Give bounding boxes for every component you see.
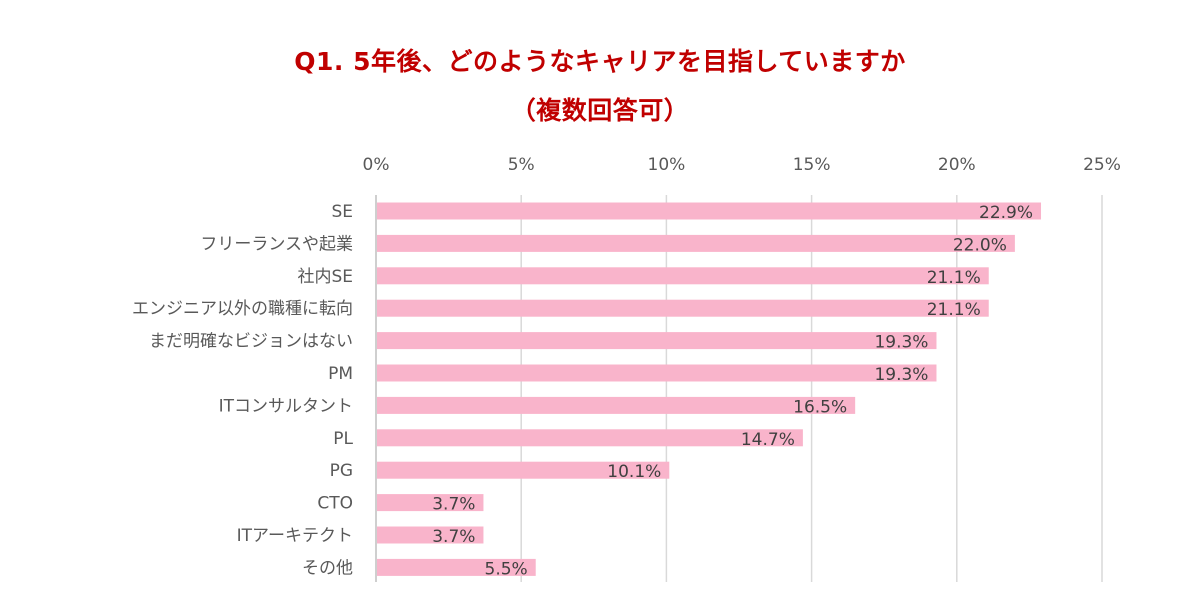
bar (377, 558, 536, 576)
data-label: 10.1% (607, 462, 661, 482)
x-tick-label: 10% (648, 155, 686, 175)
data-label: 21.1% (927, 268, 981, 288)
bars (377, 202, 1042, 576)
bar (377, 494, 484, 512)
category-label: SE (331, 202, 353, 222)
category-label: CTO (317, 494, 353, 514)
x-tick-label: 20% (938, 155, 976, 175)
bar (377, 299, 989, 317)
category-label: まだ明確なビジョンはない (149, 332, 353, 352)
gridlines (375, 195, 1103, 582)
data-label: 14.7% (741, 430, 795, 450)
chart-title: Q1. 5年後、どのようなキャリアを目指していますか (294, 47, 906, 76)
category-label: PG (330, 461, 353, 481)
category-label: ITアーキテクト (237, 526, 353, 546)
data-label: 19.3% (874, 333, 928, 353)
x-tick-label: 25% (1083, 155, 1121, 175)
data-label: 3.7% (432, 527, 475, 547)
data-label: 5.5% (485, 559, 528, 579)
category-label: フリーランスや起業 (200, 234, 353, 254)
bar (377, 526, 484, 544)
category-label: PL (333, 429, 353, 449)
data-label: 3.7% (432, 495, 475, 515)
category-label: ITコンサルタント (219, 396, 353, 416)
bar (377, 234, 1015, 252)
x-axis-ticks: 0% 5% 10% 15% 20% 25% (363, 155, 1121, 175)
data-label: 19.3% (874, 365, 928, 385)
data-label: 22.9% (979, 203, 1033, 223)
chart-subtitle: （複数回答可） (510, 96, 690, 125)
category-label: その他 (302, 558, 353, 578)
bar (377, 267, 989, 285)
bar (377, 429, 803, 447)
bar (377, 461, 670, 479)
x-tick-label: 0% (363, 155, 390, 175)
x-tick-label: 15% (793, 155, 831, 175)
data-label: 16.5% (793, 397, 847, 417)
x-tick-label: 5% (508, 155, 535, 175)
bar (377, 202, 1042, 220)
bar (377, 396, 856, 414)
data-label: 22.0% (953, 235, 1007, 255)
data-labels: 22.9% 22.0% 21.1% 21.1% 19.3% 19.3% 16.5% 14.7%… (432, 203, 1033, 579)
category-label: エンジニア以外の職種に転向 (132, 299, 353, 319)
category-label: PM (328, 364, 353, 384)
bar (377, 332, 937, 350)
data-label: 21.1% (927, 300, 981, 320)
bar (377, 364, 937, 382)
category-label: 社内SE (297, 267, 353, 287)
